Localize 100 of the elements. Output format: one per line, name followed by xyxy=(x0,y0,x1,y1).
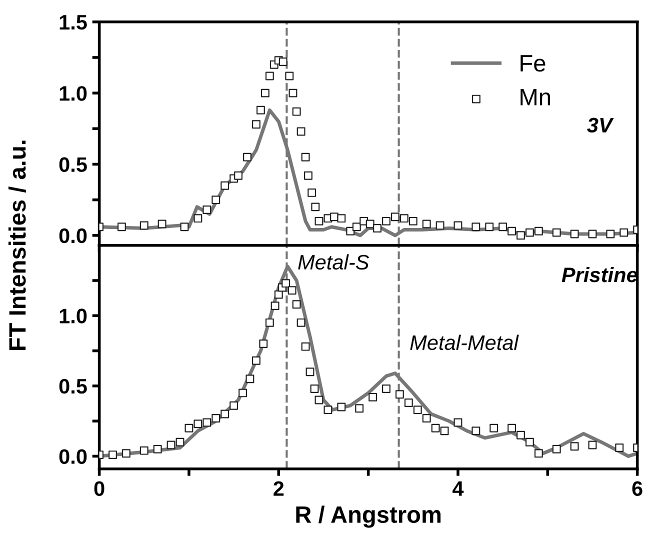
point xyxy=(292,300,301,309)
y-tick-label: 1.5 xyxy=(60,15,87,30)
point xyxy=(516,430,525,440)
point xyxy=(454,418,462,427)
x-tick-label: 2 xyxy=(274,481,284,496)
point xyxy=(153,444,162,454)
legend-label: Fe xyxy=(520,55,546,72)
point xyxy=(184,424,194,432)
point xyxy=(238,388,247,398)
point xyxy=(256,106,265,114)
point xyxy=(117,222,126,232)
point xyxy=(525,228,534,237)
point xyxy=(202,206,212,214)
point xyxy=(508,424,516,432)
legend-label: Mn xyxy=(520,89,550,106)
point xyxy=(202,418,212,427)
x-tick-label: 0 xyxy=(94,481,104,496)
point xyxy=(355,404,364,413)
point xyxy=(122,449,130,458)
point xyxy=(301,152,310,162)
point xyxy=(431,424,440,432)
point xyxy=(176,438,184,446)
x-axis-title: R / Angstrom xyxy=(296,506,441,528)
point xyxy=(498,222,508,232)
point xyxy=(296,127,306,136)
point xyxy=(390,212,400,222)
point xyxy=(234,171,243,180)
point xyxy=(292,107,301,116)
y-tick-label: 0.5 xyxy=(59,378,87,394)
point xyxy=(552,444,561,454)
y-tick-label: 0.5 xyxy=(59,157,87,172)
y-tick-label: 0.0 xyxy=(59,449,87,464)
x-tick-label: 4 xyxy=(452,481,464,496)
point xyxy=(570,442,579,451)
point xyxy=(308,188,316,197)
point xyxy=(301,342,310,351)
point xyxy=(324,406,332,414)
point xyxy=(413,406,422,414)
point xyxy=(285,72,294,80)
point xyxy=(252,356,260,365)
point xyxy=(194,420,202,428)
point xyxy=(314,396,324,404)
point xyxy=(304,171,312,180)
point xyxy=(508,226,516,236)
annotation: Pristine xyxy=(562,266,638,282)
point xyxy=(422,220,431,228)
point xyxy=(472,426,480,436)
point xyxy=(534,226,543,236)
point xyxy=(230,401,238,410)
point xyxy=(337,402,346,412)
point xyxy=(194,214,202,223)
point xyxy=(436,221,444,230)
point xyxy=(516,231,525,240)
point xyxy=(606,230,615,238)
point xyxy=(288,88,298,98)
point xyxy=(588,440,597,450)
point xyxy=(404,398,413,408)
y-axis-title: FT Intensities / a.u. xyxy=(8,140,26,350)
point xyxy=(525,438,534,446)
point xyxy=(534,449,543,458)
point xyxy=(166,440,176,450)
point xyxy=(552,228,561,237)
point xyxy=(158,220,166,228)
point xyxy=(265,318,274,327)
point xyxy=(440,426,449,436)
point xyxy=(140,221,148,230)
point xyxy=(615,444,624,452)
point xyxy=(314,216,324,226)
point xyxy=(306,368,314,376)
point xyxy=(373,224,382,233)
point xyxy=(620,228,628,237)
point xyxy=(140,446,148,455)
point xyxy=(243,152,252,162)
point xyxy=(288,286,296,295)
point xyxy=(180,222,189,232)
point xyxy=(259,340,268,348)
point xyxy=(212,414,220,422)
point xyxy=(270,302,280,310)
point xyxy=(454,221,462,230)
point xyxy=(220,181,230,190)
point xyxy=(346,226,355,236)
point xyxy=(252,120,260,129)
y-tick-label: 1.0 xyxy=(60,308,87,324)
point xyxy=(382,384,390,393)
point xyxy=(246,374,254,384)
ref-line-label: Metal-Metal xyxy=(410,334,519,350)
annotation: 3V xyxy=(587,118,614,133)
point xyxy=(422,414,431,422)
point xyxy=(278,58,288,66)
point xyxy=(570,230,579,238)
point xyxy=(311,202,320,212)
point xyxy=(366,220,374,228)
point xyxy=(485,222,494,232)
y-tick-label: 0.0 xyxy=(59,228,87,244)
x-tick-label: 6 xyxy=(632,481,642,496)
point xyxy=(490,424,498,432)
point xyxy=(282,279,290,288)
point xyxy=(395,390,404,399)
y-tick-label: 1.0 xyxy=(60,86,87,101)
point xyxy=(108,450,117,460)
